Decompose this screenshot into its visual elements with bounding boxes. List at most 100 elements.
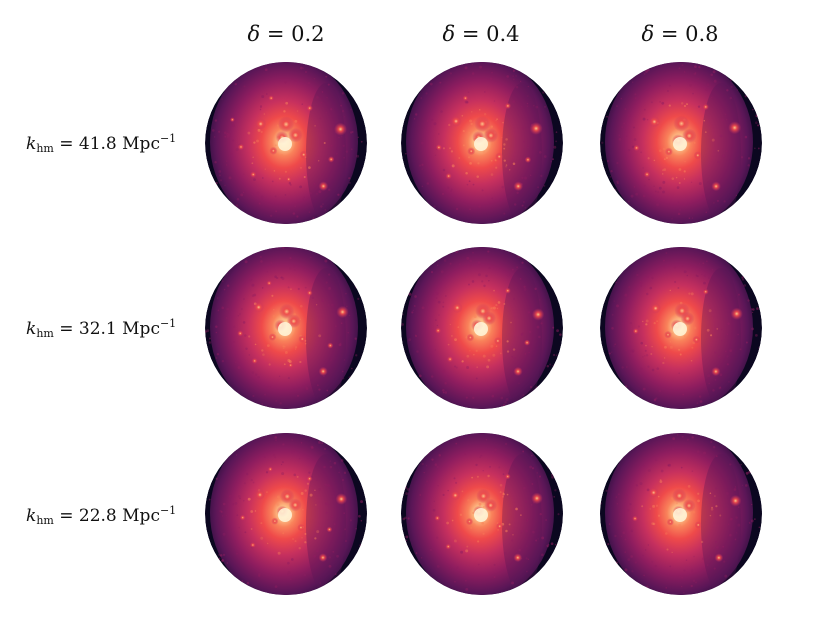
subhalo-spot	[239, 514, 246, 521]
column-label-delta-0-2: δ = 0.2	[247, 22, 325, 46]
subhalo-spot	[237, 143, 245, 151]
subhalo-spot	[327, 156, 335, 163]
subhalo-spot	[451, 302, 463, 314]
subhalo-spot	[650, 302, 662, 314]
subhalo-spot	[445, 543, 452, 550]
subhalo-spot	[271, 517, 279, 525]
subhalo-spot	[462, 95, 469, 101]
row-label-khm-32-1: khm = 32.1 Mpc−1	[26, 317, 177, 340]
halo-density-map	[205, 247, 367, 409]
subhalo-spot	[702, 103, 709, 111]
row-label-khm-41-8: khm = 41.8 Mpc−1	[26, 132, 177, 155]
subhalo-spot	[336, 305, 349, 319]
subhalo-spot	[643, 171, 651, 178]
subhalo-spot	[446, 356, 454, 363]
subhalo-spot	[648, 116, 661, 128]
halo-density-map	[401, 247, 563, 409]
subhalo-spot	[692, 335, 701, 344]
subhalo-spot	[672, 488, 687, 504]
subhalo-spot	[531, 492, 543, 505]
subhalo-spot	[288, 498, 302, 512]
subhalo-spot	[306, 475, 313, 482]
halo-panel	[204, 432, 368, 596]
subhalo-spot	[523, 339, 531, 346]
subhalo-spot	[335, 493, 348, 505]
halo-panel	[204, 61, 368, 225]
subhalo-spot	[632, 328, 639, 335]
subhalo-spot	[504, 473, 511, 480]
subhalo-spot	[673, 115, 690, 132]
column-label-delta-0-4: δ = 0.4	[442, 22, 520, 46]
subhalo-spot	[267, 466, 273, 472]
subhalo-spot	[531, 308, 545, 321]
subhalo-spot	[327, 342, 334, 349]
subhalo-spot	[318, 366, 328, 376]
subhalo-spot	[268, 333, 277, 341]
subhalo-spot	[306, 104, 313, 112]
subhalo-spot	[250, 171, 257, 178]
subhalo-spot	[495, 152, 504, 161]
subhalo-spot	[682, 499, 696, 513]
subhalo-spot	[680, 311, 695, 326]
subhalo-spot	[299, 150, 308, 159]
subhalo-spot	[249, 542, 256, 548]
subhalo-spot	[664, 147, 673, 156]
subhalo-spot	[632, 515, 638, 522]
subhalo-spot	[287, 362, 294, 368]
subhalo-spot	[326, 526, 333, 533]
subhalo-spot	[681, 128, 697, 144]
subhalo-spot	[711, 366, 721, 377]
subhalo-spot	[435, 327, 442, 334]
halo-panel	[599, 61, 763, 225]
subhalo-spot	[318, 553, 328, 562]
row-label-khm-22-8: khm = 22.8 Mpc−1	[26, 504, 177, 527]
subhalo-spot	[266, 280, 272, 286]
subhalo-spot	[666, 518, 674, 526]
subhalo-spot	[484, 498, 498, 512]
subhalo-spot	[711, 181, 721, 192]
subhalo-spot	[450, 490, 461, 501]
subhalo-spot	[730, 307, 743, 320]
subhalo-spot	[504, 287, 511, 294]
subhalo-spot	[513, 181, 524, 192]
subhalo-spot	[251, 357, 258, 364]
subhalo-spot	[229, 117, 235, 123]
subhalo-spot	[467, 147, 476, 156]
halo-panel	[400, 246, 564, 410]
subhalo-spot	[334, 122, 347, 136]
subhalo-spot	[694, 521, 702, 529]
halo-density-map	[600, 247, 762, 409]
halo-panel	[400, 61, 564, 225]
subhalo-spot	[633, 144, 640, 152]
subhalo-spot	[288, 127, 303, 143]
subhalo-spot	[529, 121, 543, 135]
subhalo-spot	[714, 553, 724, 563]
subhalo-spot	[277, 116, 295, 133]
column-label-delta-0-8: δ = 0.8	[641, 22, 719, 46]
subhalo-spot	[482, 311, 497, 326]
subhalo-spot	[318, 181, 329, 192]
halo-panel	[400, 432, 564, 596]
subhalo-spot	[493, 337, 502, 345]
subhalo-spot	[648, 487, 659, 498]
subhalo-spot	[504, 102, 512, 110]
subhalo-spot	[513, 366, 523, 377]
halo-density-map	[600, 62, 762, 224]
halo-density-map	[401, 433, 563, 595]
subhalo-spot	[465, 517, 474, 526]
subhalo-spot	[728, 121, 742, 135]
subhalo-spot	[524, 156, 532, 163]
subhalo-spot	[474, 115, 491, 133]
halo-panel	[599, 246, 763, 410]
subhalo-spot	[306, 289, 313, 297]
subhalo-spot	[702, 288, 709, 295]
subhalo-spot	[285, 176, 292, 183]
halo-density-map	[205, 433, 367, 595]
subhalo-spot	[476, 488, 491, 504]
subhalo-spot	[435, 144, 443, 151]
subhalo-spot	[237, 330, 244, 337]
subhalo-spot	[298, 335, 307, 343]
subhalo-spot	[466, 333, 475, 342]
subhalo-spot	[445, 172, 452, 180]
subhalo-spot	[269, 146, 278, 155]
